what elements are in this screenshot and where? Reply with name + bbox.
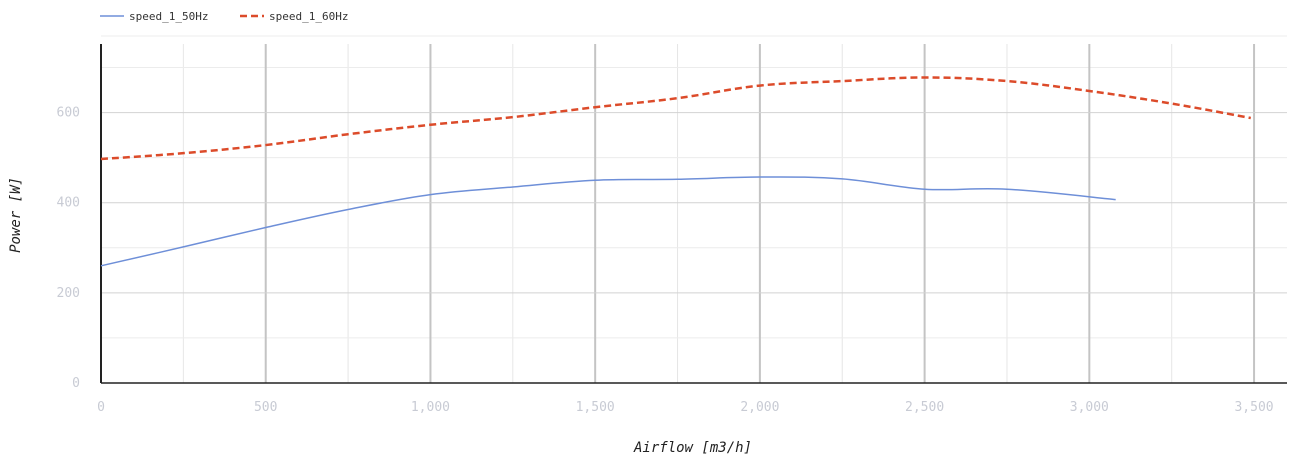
x-tick-label: 3,500: [1234, 400, 1273, 415]
y-tick-label: 200: [57, 286, 80, 301]
y-tick-label: 400: [57, 196, 80, 211]
legend-label-speed-1-60hz: speed_1_60Hz: [269, 10, 348, 23]
x-tick-label: 0: [97, 400, 105, 415]
x-tick-label: 2,000: [740, 400, 779, 415]
x-tick-label: 1,500: [576, 400, 615, 415]
y-tick-label: 0: [72, 376, 80, 391]
x-tick-label: 1,000: [411, 400, 450, 415]
x-tick-label: 3,000: [1070, 400, 1109, 415]
y-tick-label: 600: [57, 106, 80, 121]
y-axis-title: Power [W]: [8, 177, 24, 253]
legend-label-speed-1-50hz: speed_1_50Hz: [129, 10, 208, 23]
series-line-speed-1-50hz: [100, 176, 1116, 267]
minor-gridlines: [101, 35, 1287, 383]
major-gridlines: [101, 44, 1287, 383]
legend-item-speed-1-50hz[interactable]: speed_1_50Hz: [100, 10, 208, 23]
x-tick-label: 500: [254, 400, 277, 415]
axes: [100, 44, 1287, 384]
series-line-speed-1-60hz: [100, 76, 1251, 161]
tick-labels: 0 500 1,000 1,500 2,000 2,500 3,000 3,500 0 200 40…: [57, 106, 1274, 415]
legend-item-speed-1-60hz[interactable]: speed_1_60Hz: [240, 10, 348, 23]
series-layer: [100, 76, 1251, 267]
legend[interactable]: speed_1_50Hz speed_1_60Hz: [100, 10, 348, 23]
x-axis-title: Airflow [m3/h]: [633, 440, 752, 456]
x-tick-label: 2,500: [905, 400, 944, 415]
